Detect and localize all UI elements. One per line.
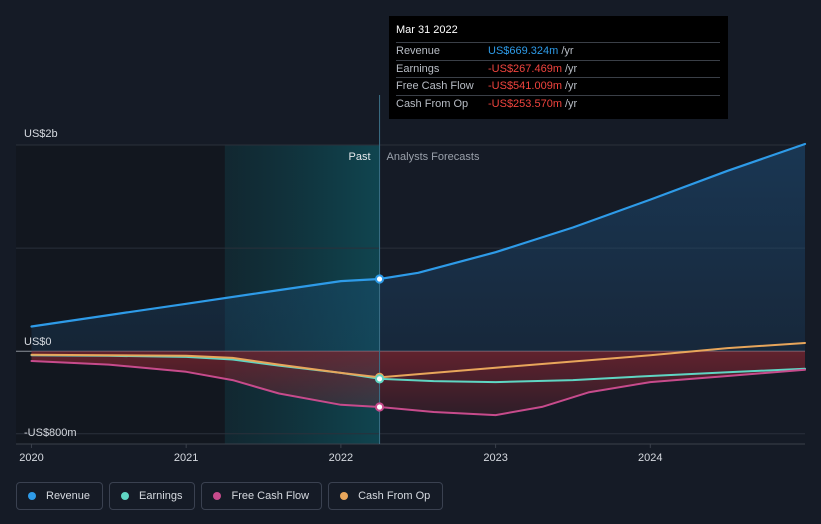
series-marker	[374, 374, 385, 384]
legend-dot-icon	[340, 492, 349, 500]
x-tick-label: 2020	[19, 452, 43, 464]
tooltip-label: Cash From Op	[396, 97, 469, 110]
y-tick-label: US$0	[24, 336, 52, 348]
tooltip-value: -US$267.469m	[488, 62, 562, 75]
revenue-area	[31, 144, 806, 352]
tooltip-value: US$669.324m	[488, 45, 559, 58]
data-tooltip: Mar 31 2022 Revenue US$669.324m /yr Earn…	[389, 16, 728, 119]
x-tick-label: 2022	[329, 452, 353, 464]
tooltip-row-free-cash-flow: Free Cash Flow -US$541.009m /yr	[396, 77, 720, 95]
tooltip-row-earnings: Earnings -US$267.469m /yr	[396, 59, 720, 78]
past-label: Past	[349, 151, 371, 163]
tooltip-value: -US$253.570m	[488, 97, 562, 110]
forecast-label: Analysts Forecasts	[387, 151, 480, 163]
tooltip-row-revenue: Revenue US$669.324m /yr	[396, 42, 720, 60]
tooltip-unit: /yr	[565, 62, 578, 75]
tooltip-date: Mar 31 2022	[396, 24, 458, 36]
y-tick-label: -US$800m	[24, 427, 77, 439]
legend-item-free-cash-flow[interactable]: Free Cash Flow	[201, 482, 323, 510]
legend-dot-icon	[121, 492, 130, 500]
tooltip-unit: /yr	[565, 97, 578, 110]
tooltip-unit: /yr	[565, 80, 578, 93]
series-marker	[374, 402, 385, 412]
tooltip-label: Revenue	[396, 45, 441, 58]
legend-item-earnings[interactable]: Earnings	[109, 482, 196, 510]
legend-dot-icon	[28, 492, 36, 500]
series-line-free-cash-flow	[30, 360, 806, 417]
tooltip-label: Earnings	[396, 62, 440, 75]
x-tick-label: 2024	[638, 452, 662, 464]
legend-label: Revenue	[46, 490, 91, 502]
legend-item-cash-from-op[interactable]: Cash From Op	[328, 482, 444, 510]
legend: Revenue Earnings Free Cash Flow Cash Fro…	[16, 482, 444, 510]
legend-dot-icon	[213, 492, 222, 500]
tooltip-label: Free Cash Flow	[396, 80, 474, 93]
legend-label: Earnings	[139, 490, 183, 502]
tooltip-row-cash-from-op: Cash From Op -US$253.570m /yr	[396, 94, 720, 113]
tooltip-value: -US$541.009m	[488, 80, 562, 93]
x-tick-label: 2023	[483, 452, 507, 464]
negative-area	[31, 351, 806, 416]
x-tick-label: 2021	[174, 452, 198, 464]
series-line-revenue	[30, 142, 807, 328]
legend-label: Free Cash Flow	[231, 490, 310, 502]
y-tick-label: US$2b	[24, 128, 58, 140]
legend-label: Cash From Op	[358, 490, 431, 502]
tooltip-unit: /yr	[561, 45, 574, 58]
series-marker	[374, 274, 385, 284]
legend-item-revenue[interactable]: Revenue	[16, 482, 104, 510]
